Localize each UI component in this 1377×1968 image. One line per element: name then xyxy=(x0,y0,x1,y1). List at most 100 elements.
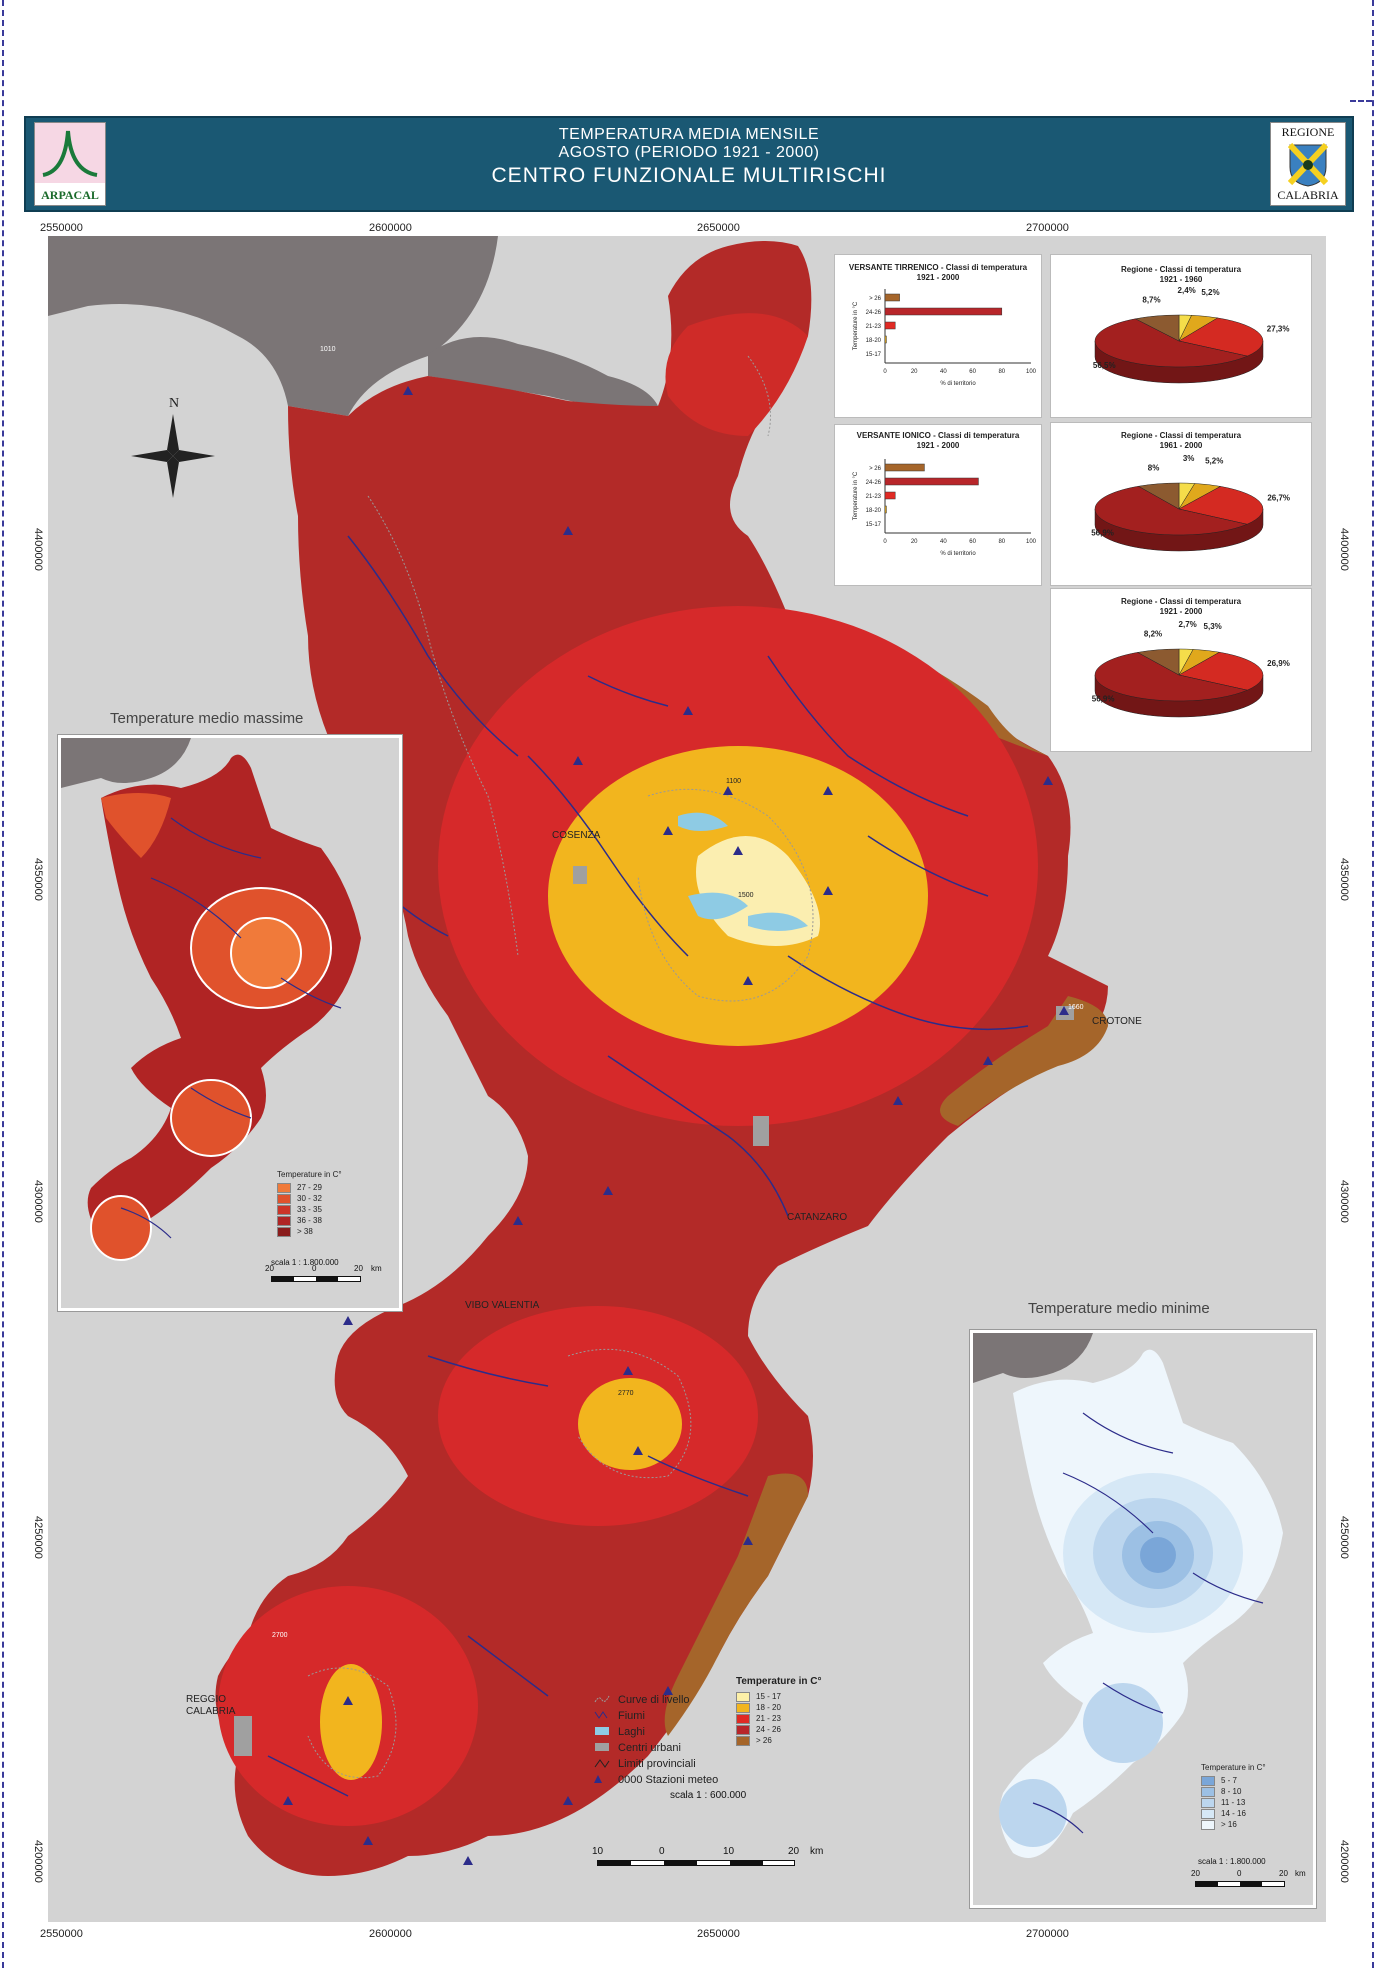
x-tick-label: 40 xyxy=(940,539,947,545)
header-titles: TEMPERATURA MEDIA MENSILE AGOSTO (PERIOD… xyxy=(26,126,1352,188)
temp-class-above-26-crotone xyxy=(940,996,1108,1126)
pie-chart-svg: 2,7% 5,3% 26,9% 56,9% 8,2% xyxy=(1092,620,1290,718)
pie-slice-label: 56,5% xyxy=(1093,361,1116,370)
main-temp-legend-swatch xyxy=(736,1713,750,1724)
inset-max-svg xyxy=(61,738,399,1308)
pie-chart-svg: 3% 5,2% 26,7% 56,9% 8% xyxy=(1091,454,1290,552)
pie-chart-title: Regione - Classi di temperatura xyxy=(1120,431,1242,440)
boundary-legend-icon xyxy=(594,1755,612,1773)
inset-min-legend-row: 14 - 16 xyxy=(1201,1808,1246,1819)
contour-legend-icon xyxy=(594,1691,612,1709)
pie-chart-title: Regione - Classi di temperatura xyxy=(1120,597,1242,606)
arpacal-logo-icon xyxy=(35,123,105,183)
inset-min-legend-title: Temperature in C° xyxy=(1201,1763,1266,1772)
pie-slice xyxy=(1178,317,1264,357)
inset-min-legend-swatch xyxy=(1201,1819,1215,1830)
inset-max-legend-label: 33 - 35 xyxy=(297,1205,322,1214)
rivers xyxy=(267,535,1029,1797)
inset-min-legend-label: 11 - 13 xyxy=(1221,1798,1246,1807)
bar xyxy=(884,463,925,472)
x-tick-label: 80 xyxy=(998,369,1005,375)
symbol-legend-label: 0000 Stazioni meteo xyxy=(618,1774,719,1786)
y-coord-right-1: 4400000 xyxy=(1338,528,1350,571)
bar-category-label: > 26 xyxy=(869,296,882,302)
pie-slice-label: 8% xyxy=(1148,463,1160,472)
temp-class-above-26-ionian-south xyxy=(664,1473,808,1736)
main-legend-symbols: Curve di livello Fiumi Laghi Centri urbani L… xyxy=(594,1692,724,1788)
bar-chart-subtitle: 1921 - 2000 xyxy=(916,273,960,282)
symbol-legend-row: 0000 Stazioni meteo xyxy=(594,1772,724,1788)
inset-max-legend-swatch xyxy=(277,1193,291,1204)
bar-chart-svg: > 26 24-26 21-23 18-20 15-17 0 20 40 60 80 100 % di… xyxy=(853,289,1037,387)
inset-max-legend-row: 27 - 29 xyxy=(277,1182,322,1193)
inset-min-legend-swatch xyxy=(1201,1797,1215,1808)
pie-chart-title: Regione - Classi di temperatura xyxy=(1120,265,1242,274)
station-legend-icon xyxy=(594,1771,612,1789)
x-coord-bottom-2: 2600000 xyxy=(369,1928,412,1940)
x-tick-label: 100 xyxy=(1026,539,1037,545)
north-arrow-icon xyxy=(131,414,215,498)
bar-category-label: 21-23 xyxy=(866,494,882,500)
urban-legend-icon xyxy=(594,1739,612,1757)
main-scale-tick: 20 xyxy=(788,1846,800,1857)
pie-slice-label: 5,2% xyxy=(1205,456,1223,465)
symbol-legend-label: Curve di livello xyxy=(618,1694,690,1706)
neighbor-region-land xyxy=(48,236,498,416)
main-temp-legend-label: 21 - 23 xyxy=(756,1714,781,1723)
symbol-legend-label: Laghi xyxy=(618,1726,645,1738)
x-coord-bottom-3: 2650000 xyxy=(697,1928,740,1940)
map-header: ARPACAL TEMPERATURA MEDIA MENSILE AGOSTO… xyxy=(24,116,1354,212)
bar-category-label: > 26 xyxy=(869,466,882,472)
x-tick-label: 80 xyxy=(998,539,1005,545)
pie-slice xyxy=(1178,486,1264,525)
pie-slice-label: 26,7% xyxy=(1267,494,1290,503)
main-temp-legend-label: > 26 xyxy=(756,1736,772,1745)
inset-min-legend-swatch xyxy=(1201,1808,1215,1819)
y-coord-left-1: 4400000 xyxy=(32,528,44,571)
station-label: 1010 xyxy=(320,346,336,353)
pie-slice xyxy=(1136,648,1180,676)
city-crotone: CROTONE xyxy=(1092,1016,1142,1027)
pie-slice-label: 2,7% xyxy=(1179,620,1197,629)
inset-max-scale-tick: 20 xyxy=(354,1264,363,1273)
pie-slice xyxy=(1094,652,1249,702)
pie-slice-label: 5,2% xyxy=(1201,288,1219,297)
pie-slice xyxy=(1137,482,1180,510)
inset-max-legend-swatch xyxy=(277,1182,291,1193)
x-coord-top-1: 2550000 xyxy=(40,222,83,234)
inset-min-legend-label: 5 - 7 xyxy=(1221,1776,1238,1785)
bar-chart-ionico: VERSANTE IONICO - Classi di temperatura … xyxy=(834,424,1042,586)
pie-slice-label: 56,9% xyxy=(1092,695,1115,704)
station-label: 2770 xyxy=(618,1390,634,1397)
inset-min-legend-row: 5 - 7 xyxy=(1201,1775,1246,1786)
bar-category-label: 15-17 xyxy=(866,352,882,358)
city-reggio-calabria: REGGIO CALABRIA xyxy=(186,1694,236,1717)
symbol-legend-label: Limiti provinciali xyxy=(618,1758,696,1770)
pie-chart-subtitle: 1921 - 1960 xyxy=(1159,275,1203,284)
inset-min-scale-tick: 20 xyxy=(1191,1869,1200,1878)
logo-right-bottom-text: CALABRIA xyxy=(1277,188,1339,202)
symbol-legend-row: Limiti provinciali xyxy=(594,1756,724,1772)
bar-category-label: 18-20 xyxy=(866,338,882,344)
main-scalebar xyxy=(597,1860,795,1866)
symbol-legend-list: Curve di livello Fiumi Laghi Centri urbani L… xyxy=(594,1692,724,1788)
temp-legend-list: 15 - 17 18 - 20 21 - 23 24 - 26 > 26 xyxy=(736,1691,876,1746)
inset-max-scale: scala 1 : 1.800.000 xyxy=(271,1258,339,1267)
temp-class-18-20-serre xyxy=(578,1378,682,1470)
main-temp-legend-swatch xyxy=(736,1691,750,1702)
x-tick-label: 60 xyxy=(969,369,976,375)
inset-max-legend-row: 30 - 32 xyxy=(277,1193,322,1204)
title-line-1: TEMPERATURA MEDIA MENSILE xyxy=(558,126,820,143)
inset-max-legend-row: > 38 xyxy=(277,1226,322,1237)
pie-slice-label: 3% xyxy=(1183,454,1195,463)
lake-3 xyxy=(748,912,808,931)
x-tick-label: 0 xyxy=(883,539,887,545)
pie-slice xyxy=(1094,485,1248,536)
inset-min-scalebar xyxy=(1195,1881,1285,1887)
x-axis-label: % di territorio xyxy=(940,551,976,557)
bar-category-label: 18-20 xyxy=(866,508,882,514)
x-coord-bottom-1: 2550000 xyxy=(40,1928,83,1940)
bar-category-label: 24-26 xyxy=(866,310,882,316)
bar-category-label: 21-23 xyxy=(866,324,882,330)
inset-max-scalebar xyxy=(271,1276,361,1282)
